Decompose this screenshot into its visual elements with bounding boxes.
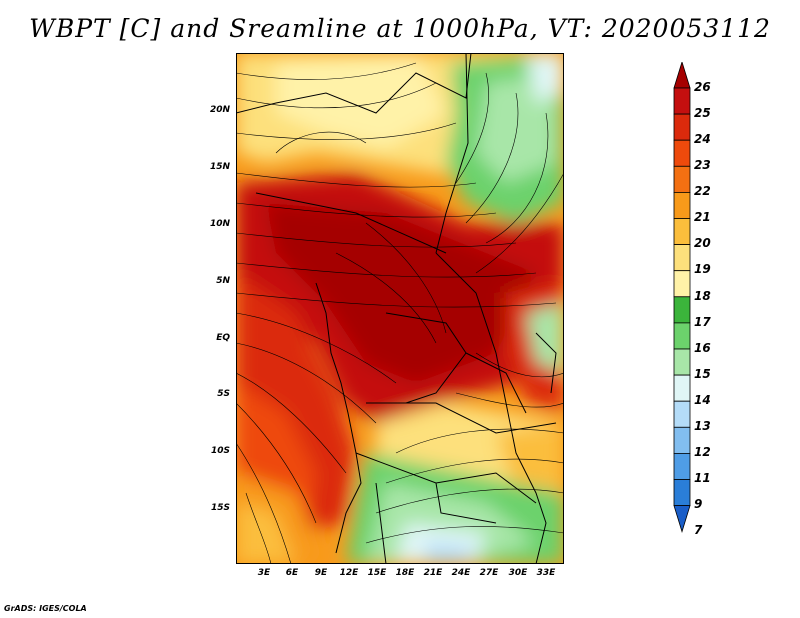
lat-label-5n: 5N: [216, 276, 230, 286]
wbpt-map: [236, 53, 564, 564]
colorbar-segment: [673, 296, 691, 324]
colorbar-label-19: 19: [694, 262, 711, 276]
colorbar-segment: [673, 191, 691, 219]
colorbar-label-18: 18: [694, 289, 711, 303]
streamlines: [236, 62, 564, 564]
colorbar-segment: [673, 113, 691, 141]
lat-label-10n: 10N: [209, 219, 230, 229]
lon-label-21e: 21E: [423, 568, 443, 578]
colorbar-segment: [673, 374, 691, 402]
lon-label-9e: 9E: [314, 568, 328, 578]
colorbar-label-21: 21: [694, 210, 711, 224]
colorbar-segment: [673, 62, 691, 89]
colorbar-segment: [673, 322, 691, 350]
colorbar-label-11: 11: [694, 471, 711, 485]
colorbar-segment: [673, 165, 691, 193]
lon-label-15e: 15E: [367, 568, 387, 578]
colorbar-label-13: 13: [694, 419, 711, 433]
lon-label-33e: 33E: [536, 568, 556, 578]
colorbar-label-22: 22: [694, 184, 711, 198]
colorbar-label-9: 9: [694, 497, 703, 511]
colorbar-segment: [673, 218, 691, 246]
colorbar-segment: [673, 244, 691, 272]
lon-label-12e: 12E: [339, 568, 359, 578]
colorbar-label-25: 25: [694, 106, 711, 120]
colorbar-label-16: 16: [694, 341, 711, 355]
map-title: WBPT [C] and Sreamline at 1000hPa, VT: 2…: [29, 14, 771, 43]
colorbar-label-12: 12: [694, 445, 711, 459]
colorbar-label-24: 24: [694, 132, 711, 146]
colorbar-segment: [673, 479, 691, 507]
map-frame: [236, 53, 564, 564]
coastline: [236, 53, 557, 564]
lon-label-24e: 24E: [451, 568, 471, 578]
lat-label-10s: 10S: [210, 446, 230, 456]
colorbar-segment: [673, 505, 691, 533]
lon-label-18e: 18E: [395, 568, 415, 578]
colorbar-label-26: 26: [694, 80, 711, 94]
lon-label-6e: 6E: [285, 568, 299, 578]
lat-label-5s: 5S: [217, 389, 230, 399]
lon-label-3e: 3E: [257, 568, 271, 578]
colorbar-segment: [673, 139, 691, 167]
colorbar-segment: [673, 348, 691, 376]
colorbar-label-20: 20: [694, 236, 711, 250]
lon-label-30e: 30E: [508, 568, 528, 578]
lat-label-15n: 15N: [209, 162, 230, 172]
colorbar-segments: [673, 62, 691, 533]
colorbar: [673, 62, 691, 533]
colorbar-segment: [673, 400, 691, 428]
lat-label-20n: 20N: [209, 105, 230, 115]
colorbar-label-17: 17: [694, 315, 711, 329]
colorbar-label-7: 7: [694, 523, 703, 537]
lat-label-eq: EQ: [216, 333, 230, 343]
colorbar-segment: [673, 452, 691, 480]
colorbar-segment: [673, 426, 691, 454]
grads-credit: GrADS: IGES/COLA: [4, 604, 87, 613]
colorbar-segment: [673, 87, 691, 115]
colorbar-label-23: 23: [694, 158, 711, 172]
colorbar-label-14: 14: [694, 393, 711, 407]
colorbar-label-15: 15: [694, 367, 711, 381]
lat-label-15s: 15S: [210, 503, 230, 513]
colorbar-segment: [673, 270, 691, 298]
lon-label-27e: 27E: [479, 568, 499, 578]
